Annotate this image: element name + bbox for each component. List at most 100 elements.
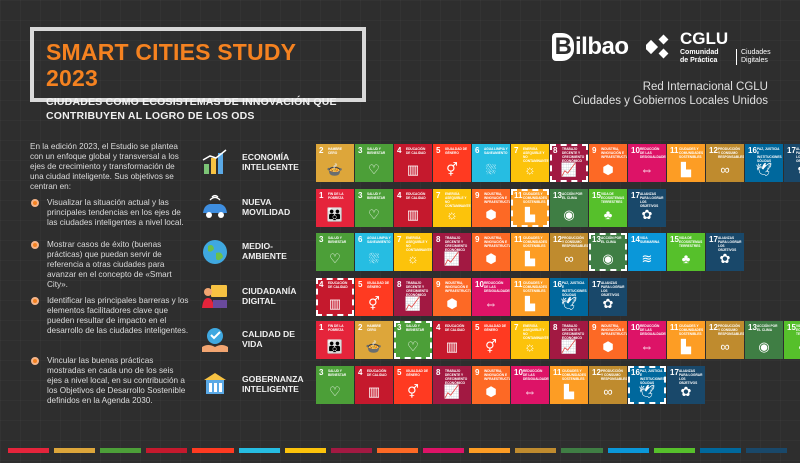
sdg-tile-name: ENERGÍA ASEQUIBLE Y NO CONTAMINANTE xyxy=(406,236,432,252)
axis-label: MEDIO- AMBIENTE xyxy=(242,241,312,261)
sdg-tile-10: 10 REDUCCIÓN DE LAS DESIGUALDADES ⇔ xyxy=(628,144,666,182)
sdg-tile-name: CIUDADES Y COMUNIDADES SOSTENIBLES xyxy=(562,369,587,381)
sdg-tile-name: SALUD Y BIENESTAR xyxy=(406,324,425,332)
sdg-goal-icon: ☼ xyxy=(524,162,536,177)
sdg-tile-name: CIUDADES Y COMUNIDADES SOSTENIBLES xyxy=(523,192,548,204)
title-box: SMART CITIES STUDY 2023 CIUDADES COMO EC… xyxy=(30,27,366,122)
sdg-tile-number: 11 xyxy=(514,280,523,289)
objective-item: Vincular las buenas prácticas mostradas … xyxy=(30,356,190,406)
bullet-icon xyxy=(31,297,39,305)
sdg-goal-icon: 📈 xyxy=(443,384,461,399)
sdg-goal-icon: ♣ xyxy=(681,251,691,266)
axis-label-line: CIUDADANÍA xyxy=(242,286,297,296)
sdg-goal-icon: ♡ xyxy=(329,384,341,399)
sdg-tile-number: 17 xyxy=(670,368,679,377)
sdg-tile-1: 1 FIN DE LA POBREZA 👪 xyxy=(316,189,354,227)
cglu-logo-tagline: Ciudades Digitales xyxy=(736,49,771,65)
sdg-tile-number: 7 xyxy=(514,146,519,155)
sdg-goal-icon: ▥ xyxy=(445,339,459,354)
sdg-tile-name: IGUALDAD DE GÉNERO xyxy=(445,147,468,155)
sdg-goal-icon: ⬢ xyxy=(485,251,497,266)
sdg-tile-name: INDUSTRIA, INNOVACIÓN E INFRAESTRUCTURA xyxy=(601,147,627,159)
sdg-tile-number: 12 xyxy=(592,368,601,377)
sdg-tile-name: TRABAJO DECENTE Y CRECIMIENTO ECONÓMICO xyxy=(562,147,585,163)
sdg-tile-14: 14 VIDA SUBMARINA ≋ xyxy=(628,233,666,271)
color-stripe xyxy=(515,448,557,453)
color-stripe xyxy=(146,448,188,453)
sdg-tile-9: 9 INDUSTRIA, INNOVACIÓN E INFRAESTRUCTURA… xyxy=(472,233,510,271)
sdg-tile-number: 7 xyxy=(436,191,441,200)
sdg-goal-icon: ⇔ xyxy=(484,296,498,311)
sdg-goal-icon: ⚥ xyxy=(368,296,380,311)
sdg-tile-8: 8 TRABAJO DECENTE Y CRECIMIENTO ECONÓMICO… xyxy=(433,366,471,404)
sdg-tile-number: 1 xyxy=(319,191,324,200)
sdg-tile-number: 12 xyxy=(709,146,718,155)
sdg-tile-11: 11 CIUDADES Y COMUNIDADES SOSTENIBLES ▙ xyxy=(667,144,705,182)
sdg-tile-4: 4 EDUCACIÓN DE CALIDAD ▥ xyxy=(433,321,471,359)
sdg-tile-name: PRODUCCIÓN Y CONSUMO RESPONSABLES xyxy=(718,147,744,159)
sdg-goal-icon: 📈 xyxy=(443,251,461,266)
color-stripe xyxy=(423,448,465,453)
sdg-goal-icon: ▙ xyxy=(525,251,535,266)
sdg-tile-2: 2 HAMBRE CERO 🍲 xyxy=(316,144,354,182)
sdg-tile-name: ENERGÍA ASEQUIBLE Y NO CONTAMINANTE xyxy=(523,147,549,163)
sdg-tile-number: 8 xyxy=(553,323,558,332)
sdg-tile-name: ENERGÍA ASEQUIBLE Y NO CONTAMINANTE xyxy=(523,324,549,340)
sdg-tile-number: 4 xyxy=(319,280,324,289)
sdg-tile-name: PRODUCCIÓN Y CONSUMO RESPONSABLES xyxy=(562,236,588,248)
sdg-goal-icon: ▥ xyxy=(406,207,420,222)
axis-label-line: INTELIGENTE xyxy=(242,384,299,394)
sdg-tile-name: TRABAJO DECENTE Y CRECIMIENTO ECONÓMICO xyxy=(406,281,429,297)
page-title: SMART CITIES STUDY 2023 xyxy=(46,39,296,91)
sdg-goal-icon: ▙ xyxy=(525,296,535,311)
sdg-goal-icon: 🕊 xyxy=(560,296,578,311)
sdg-tile-name: VIDA DE ECOSISTEMAS TERRESTRES xyxy=(601,192,625,204)
sdg-tile-name: VIDA SUBMARINA xyxy=(640,236,660,244)
sdg-tile-number: 4 xyxy=(436,323,441,332)
subtitle-line: CIUDADES COMO ECOSISTEMAS DE INNOVACIÓN … xyxy=(46,96,337,108)
sdg-tile-name: ALIANZAS PARA LOGRAR LOS OBJETIVOS xyxy=(601,281,625,297)
sdg-tile-number: 9 xyxy=(436,280,441,289)
color-stripe xyxy=(238,448,280,453)
sdg-tile-4: 4 EDUCACIÓN DE CALIDAD ▥ xyxy=(394,144,432,182)
cglu-mark-icon xyxy=(646,34,669,59)
sdg-tile-number: 10 xyxy=(514,368,523,377)
sdg-tile-name: IGUALDAD DE GÉNERO xyxy=(484,324,507,332)
sdg-tile-name: FIN DE LA POBREZA xyxy=(328,324,344,332)
sdg-tile-number: 10 xyxy=(631,146,640,155)
axis-label-line: MEDIO- xyxy=(242,241,274,251)
sdg-tile-name: PRODUCCIÓN Y CONSUMO RESPONSABLES xyxy=(601,369,627,381)
sdg-tile-number: 10 xyxy=(475,280,484,289)
sdg-tile-8: 8 TRABAJO DECENTE Y CRECIMIENTO ECONÓMICO… xyxy=(394,278,432,316)
sdg-tile-name: EDUCACIÓN DE CALIDAD xyxy=(367,369,387,377)
sdg-goal-icon: ▥ xyxy=(406,162,420,177)
sdg-tile-12: 12 PRODUCCIÓN Y CONSUMO RESPONSABLES ∞ xyxy=(706,321,744,359)
sdg-tile-name: REDUCCIÓN DE LAS DESIGUALDADES xyxy=(484,281,510,293)
sdg-tile-number: 10 xyxy=(631,323,640,332)
axis-label: ECONOMÍA INTELIGENTE xyxy=(242,152,312,172)
sdg-tile-name: CIUDADES Y COMUNIDADES SOSTENIBLES xyxy=(679,324,704,336)
sdg-goal-icon: ✿ xyxy=(602,296,614,311)
axis-label: CIUDADANÍA DIGITAL xyxy=(242,286,312,306)
sdg-goal-icon: ☼ xyxy=(407,251,419,266)
sdg-tile-number: 8 xyxy=(397,280,402,289)
sdg-tile-name: INDUSTRIA, INNOVACIÓN E INFRAESTRUCTURA xyxy=(484,236,510,248)
sdg-tile-number: 7 xyxy=(514,323,519,332)
sdg-tile-number: 8 xyxy=(436,235,441,244)
sdg-goal-icon: ♡ xyxy=(407,339,419,354)
sdg-tile-number: 7 xyxy=(397,235,402,244)
sdg-goal-icon: ♡ xyxy=(368,207,380,222)
sdg-tile-name: EDUCACIÓN DE CALIDAD xyxy=(445,324,465,332)
sdg-goal-icon: ☼ xyxy=(446,207,458,222)
sdg-tile-9: 9 INDUSTRIA, INNOVACIÓN E INFRAESTRUCTURA… xyxy=(472,366,510,404)
sdg-tile-number: 6 xyxy=(475,146,480,155)
color-stripe xyxy=(330,448,372,453)
sdg-tile-name: ACCIÓN POR EL CLIMA xyxy=(601,236,622,244)
sdg-tile-9: 9 INDUSTRIA, INNOVACIÓN E INFRAESTRUCTURA… xyxy=(433,278,471,316)
sdg-tile-3: 3 SALUD Y BIENESTAR ♡ xyxy=(355,144,393,182)
sdg-tile-name: TRABAJO DECENTE Y CRECIMIENTO ECONÓMICO xyxy=(562,324,585,340)
sdg-tile-name: ALIANZAS PARA LOGRAR LOS OBJETIVOS xyxy=(679,369,703,385)
